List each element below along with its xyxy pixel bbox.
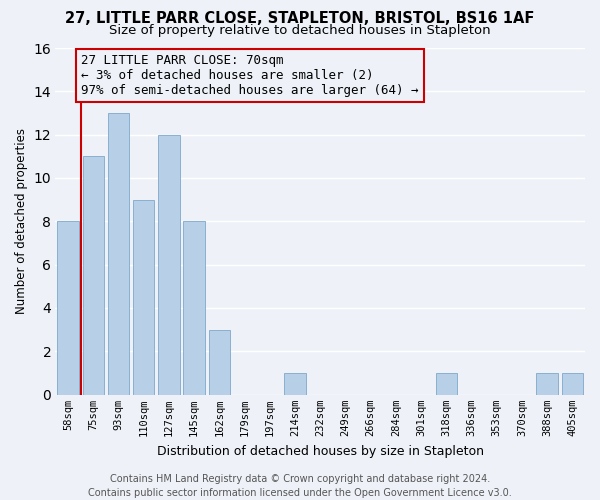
Bar	[436, 373, 457, 394]
Bar	[284, 373, 306, 394]
Text: 27 LITTLE PARR CLOSE: 70sqm
← 3% of detached houses are smaller (2)
97% of semi-: 27 LITTLE PARR CLOSE: 70sqm ← 3% of deta…	[81, 54, 419, 98]
Bar	[209, 330, 230, 394]
Y-axis label: Number of detached properties: Number of detached properties	[15, 128, 28, 314]
Bar	[133, 200, 154, 394]
Bar	[184, 222, 205, 394]
Text: Size of property relative to detached houses in Stapleton: Size of property relative to detached ho…	[109, 24, 491, 37]
Bar	[158, 134, 179, 394]
Text: 27, LITTLE PARR CLOSE, STAPLETON, BRISTOL, BS16 1AF: 27, LITTLE PARR CLOSE, STAPLETON, BRISTO…	[65, 11, 535, 26]
Bar	[108, 113, 129, 394]
Bar	[58, 222, 79, 394]
Text: Contains HM Land Registry data © Crown copyright and database right 2024.
Contai: Contains HM Land Registry data © Crown c…	[88, 474, 512, 498]
Bar	[536, 373, 558, 394]
X-axis label: Distribution of detached houses by size in Stapleton: Distribution of detached houses by size …	[157, 444, 484, 458]
Bar	[83, 156, 104, 394]
Bar	[562, 373, 583, 394]
